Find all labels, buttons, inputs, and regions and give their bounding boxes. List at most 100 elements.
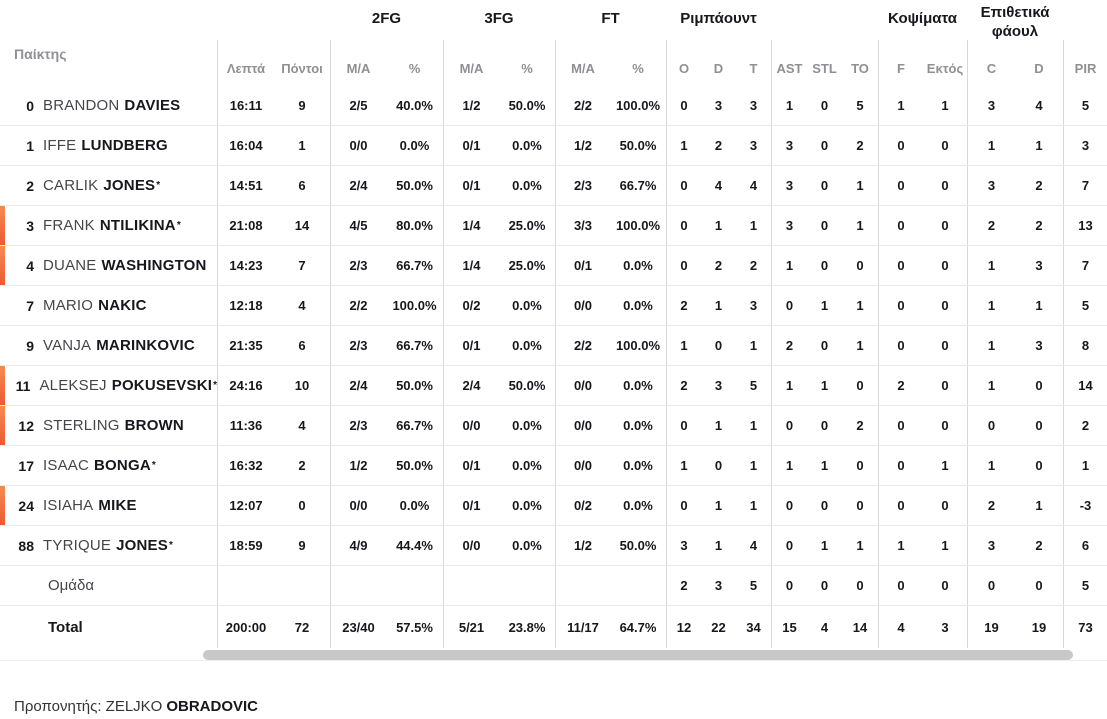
stat-cell: 1 — [666, 446, 701, 485]
column-header-turnovers: TO — [851, 61, 869, 76]
stat-cell: 14 — [294, 218, 310, 233]
stat-cell: 0 — [941, 418, 949, 433]
stat-cell: 80.0% — [396, 218, 433, 233]
stat-cell: 2 — [1035, 538, 1043, 553]
table-header: Παίκτης 2FG 3FG FT Ριμπάουντ Κοψίματα Επ… — [0, 0, 1107, 86]
stat-cell: 2 — [878, 366, 923, 405]
horizontal-scrollbar[interactable] — [203, 650, 1073, 660]
player-name-cell[interactable]: 11 ALEKSEJ POKUSEVSKI * — [0, 366, 217, 405]
stat-cell: 0 — [856, 498, 864, 513]
stat-cell: 40.0% — [396, 98, 433, 113]
player-last-name: JONES — [116, 537, 168, 554]
stat-cell: 0 — [771, 406, 807, 445]
stat-cell: 0/1 — [443, 326, 499, 365]
stat-cell: 0 — [820, 418, 829, 433]
stat-cell: 3 — [967, 526, 1015, 565]
stat-cell: 0.0% — [512, 138, 542, 153]
stat-cell: 25.0% — [508, 258, 546, 273]
stat-cell: 14 — [1063, 366, 1107, 405]
player-name-cell[interactable]: 12 STERLING BROWN — [0, 406, 217, 445]
stat-cell: 1 — [771, 366, 807, 405]
stat-cell: 3 — [941, 619, 949, 635]
player-name-cell[interactable]: 17 ISAAC BONGA * — [0, 446, 217, 485]
stat-cell: 16:32 — [217, 446, 274, 485]
player-first-name: TYRIQUE — [43, 537, 112, 554]
stat-cell: 7 — [1063, 166, 1107, 205]
stat-cell: 3/3 — [555, 206, 610, 245]
stat-cell: 21:35 — [217, 326, 274, 365]
player-name-cell[interactable]: 7 MARIO NAKIC — [0, 286, 217, 325]
player-first-name: DUANE — [43, 257, 97, 274]
group-header-3fg: 3FG — [484, 10, 514, 27]
player-row: 12 STERLING BROWN 11:36 4 2/3 66.7% 0/0 0.0% 0… — [0, 406, 1107, 446]
stat-cell: 1 — [749, 418, 758, 433]
player-name-cell[interactable]: 3 FRANK NTILIKINA * — [0, 206, 217, 245]
stat-cell: 1/2 — [330, 446, 386, 485]
stat-cell: 1 — [666, 126, 701, 165]
stat-cell: 4 — [298, 298, 306, 313]
stat-cell: 0 — [878, 326, 923, 365]
stat-cell: 0 — [1035, 578, 1043, 593]
starter-asterisk: * — [213, 380, 217, 391]
stat-cell: 5/21 — [443, 606, 499, 648]
stat-cell: 0/2 — [555, 486, 610, 525]
stat-cell: 0 — [856, 378, 864, 393]
column-header-points: Πόντοι — [281, 61, 323, 76]
row-label: Total — [48, 618, 83, 636]
column-header-minutes: Λεπτά — [217, 40, 274, 86]
stat-cell — [610, 566, 666, 605]
player-name-cell[interactable]: 0 BRANDON DAVIES — [0, 86, 217, 125]
stat-cell: 2 — [714, 258, 723, 273]
player-name-cell: Ομάδα — [0, 566, 217, 605]
stat-cell: 0 — [820, 258, 829, 273]
stat-cell: 0 — [967, 566, 1015, 605]
column-header-blocks-for: F — [878, 40, 923, 86]
stat-cell: 0 — [856, 578, 864, 593]
stat-cell: 0 — [820, 498, 829, 513]
player-first-name: ALEKSEJ — [39, 377, 107, 394]
stat-cell: 72 — [294, 619, 310, 635]
player-name-cell[interactable]: 88 TYRIQUE JONES * — [0, 526, 217, 565]
stat-cell: 5 — [856, 98, 864, 113]
on-court-indicator — [0, 406, 5, 445]
stat-cell: 1 — [856, 298, 864, 313]
on-court-indicator — [0, 486, 5, 525]
stat-cell: 0 — [856, 458, 864, 473]
stat-cell: 66.7% — [396, 418, 433, 433]
stat-cell: 1 — [771, 446, 807, 485]
stat-cell: 12:18 — [217, 286, 274, 325]
player-name-cell[interactable]: 1 IFFE LUNDBERG — [0, 126, 217, 165]
stat-cell: 0.0% — [512, 178, 542, 193]
stat-cell — [330, 566, 386, 605]
stat-cell: 0 — [1035, 378, 1043, 393]
on-court-indicator — [0, 206, 5, 245]
stat-cell: 9 — [298, 538, 306, 553]
stat-cell: 3 — [714, 378, 723, 393]
stat-cell: 0/0 — [443, 526, 499, 565]
stat-cell: 34 — [746, 619, 761, 635]
row-label: Ομάδα — [48, 577, 95, 594]
stat-cell: 2 — [967, 206, 1015, 245]
stat-cell: 50.0% — [396, 458, 433, 473]
player-name-cell[interactable]: 9 VANJA MARINKOVIC — [0, 326, 217, 365]
stat-cell: 0.0% — [512, 458, 542, 473]
player-last-name: NTILIKINA — [99, 217, 176, 234]
stat-cell: 0 — [878, 206, 923, 245]
stat-cell: 1 — [666, 326, 701, 365]
column-header-ft-ma: M/A — [555, 40, 610, 86]
stat-cell: 100.0% — [615, 338, 661, 353]
player-name-cell[interactable]: 24 ISIAHA MIKE — [0, 486, 217, 525]
player-last-name: JONES — [103, 177, 156, 194]
stat-cell: 0 — [666, 246, 701, 285]
table-rows: 0 BRANDON DAVIES 16:11 9 2/5 40.0% 1/2 50.0% 2… — [0, 86, 1107, 648]
player-row: 9 VANJA MARINKOVIC 21:35 6 2/3 66.7% 0/1 0.0%… — [0, 326, 1107, 366]
player-name-cell[interactable]: 2 CARLIK JONES * — [0, 166, 217, 205]
stat-cell: 1/4 — [443, 246, 499, 285]
stat-cell: 1 — [941, 538, 949, 553]
stat-cell: 11:36 — [217, 406, 274, 445]
stat-cell: -3 — [1063, 486, 1107, 525]
player-name-cell[interactable]: 4 DUANE WASHINGTON — [0, 246, 217, 285]
stat-cell: 2/5 — [330, 86, 386, 125]
stat-cell: 4/9 — [330, 526, 386, 565]
stat-cell: 1 — [1035, 298, 1043, 313]
